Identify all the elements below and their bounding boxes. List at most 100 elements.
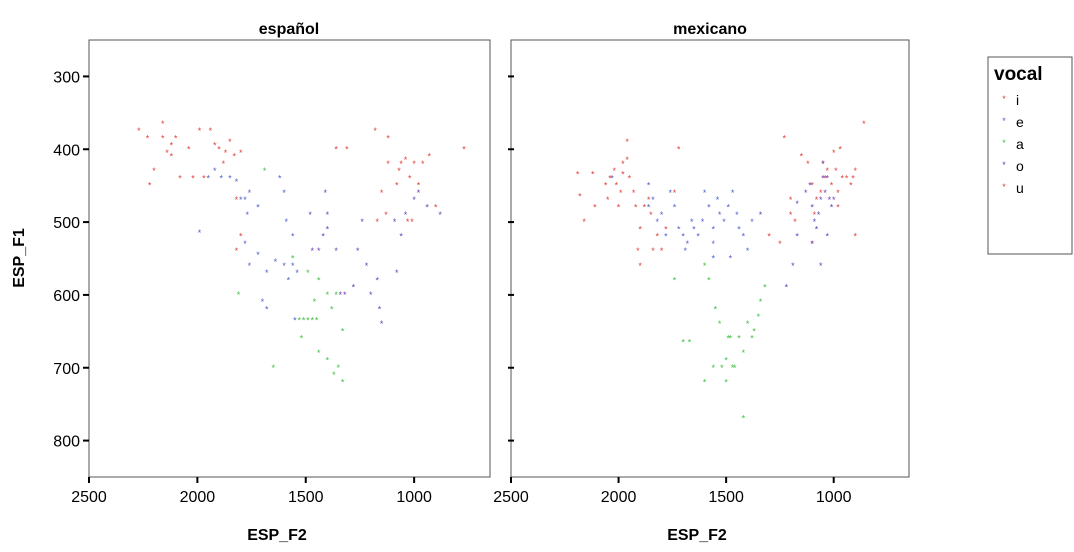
point-a: *	[326, 355, 330, 365]
point-o: *	[412, 195, 416, 205]
point-i: *	[209, 126, 213, 136]
point-i: *	[187, 144, 191, 154]
point-i: *	[853, 166, 857, 176]
point-i: *	[634, 203, 638, 213]
point-o: *	[380, 319, 384, 329]
point-e: *	[248, 261, 252, 271]
point-a: *	[746, 319, 750, 329]
point-a: *	[263, 166, 267, 176]
point-i: *	[399, 159, 403, 169]
point-i: *	[222, 159, 226, 169]
point-i: *	[638, 224, 642, 234]
point-i: *	[593, 203, 597, 213]
point-o: *	[804, 188, 808, 198]
point-i: *	[834, 166, 838, 176]
point-a: *	[237, 290, 241, 300]
point-i: *	[832, 148, 836, 158]
point-e: *	[228, 173, 232, 183]
point-a: *	[714, 304, 718, 314]
point-o: *	[321, 232, 325, 242]
point-o: *	[795, 199, 799, 209]
point-i: *	[582, 217, 586, 227]
point-o: *	[334, 246, 338, 256]
point-a: *	[724, 377, 728, 387]
legend-frame	[987, 56, 1073, 255]
point-i: *	[146, 133, 150, 143]
point-i: *	[170, 152, 174, 162]
x-tick-label: 2000	[601, 489, 637, 506]
point-a: *	[703, 261, 707, 271]
point-i: *	[165, 148, 169, 158]
point-a: *	[315, 315, 319, 325]
point-e: *	[692, 224, 696, 234]
y-tick-label: 600	[53, 288, 80, 305]
point-i: *	[849, 181, 853, 191]
x-tick-label: 2000	[180, 489, 216, 506]
point-e: *	[722, 217, 726, 227]
point-o: *	[417, 188, 421, 198]
point-i: *	[793, 217, 797, 227]
legend-marker-a: *	[1002, 138, 1006, 148]
point-i: *	[621, 159, 625, 169]
point-o: *	[819, 195, 823, 205]
legend-title: vocal	[994, 64, 1043, 85]
point-i: *	[656, 232, 660, 242]
point-o: *	[352, 283, 356, 293]
point-i: *	[838, 144, 842, 154]
point-e: *	[245, 210, 249, 220]
point-i: *	[202, 173, 206, 183]
point-i: *	[636, 246, 640, 256]
point-e: *	[243, 239, 247, 249]
point-o: *	[813, 217, 817, 227]
y-tick-label: 300	[53, 69, 80, 86]
point-a: *	[737, 334, 741, 344]
point-o: *	[308, 210, 312, 220]
point-e: *	[647, 181, 651, 191]
point-i: *	[386, 159, 390, 169]
point-e: *	[718, 210, 722, 220]
point-e: *	[684, 246, 688, 256]
point-a: *	[711, 363, 715, 373]
point-i: *	[767, 232, 771, 242]
point-e: *	[711, 224, 715, 234]
point-e: *	[750, 217, 754, 227]
point-o: *	[785, 283, 789, 293]
points-mexicano: ************** ***************** *********…	[576, 119, 866, 424]
point-a: *	[688, 337, 692, 347]
point-e: *	[284, 217, 288, 227]
point-i: *	[170, 141, 174, 151]
point-e: *	[198, 228, 202, 238]
point-i: *	[830, 181, 834, 191]
point-i: *	[845, 173, 849, 183]
point-i: *	[628, 173, 632, 183]
point-i: *	[345, 144, 349, 154]
point-e: *	[282, 188, 286, 198]
point-i: *	[228, 137, 232, 147]
y-axis-label: ESP_F1	[11, 228, 28, 288]
point-i: *	[619, 188, 623, 198]
point-a: *	[673, 275, 677, 285]
point-i: *	[334, 144, 338, 154]
point-a: *	[757, 312, 761, 322]
point-a: *	[731, 363, 735, 373]
point-o: *	[365, 261, 369, 271]
point-o: *	[311, 246, 315, 256]
y-axis-ticks: 300 400 500 600 700 800	[53, 69, 89, 451]
point-a: *	[291, 254, 295, 264]
point-i: *	[617, 203, 621, 213]
point-i: *	[647, 195, 651, 205]
point-i: *	[825, 166, 829, 176]
x-tick-label: 1500	[708, 489, 744, 506]
point-i: *	[235, 246, 239, 256]
point-i: *	[853, 232, 857, 242]
y-tick-label: 800	[53, 434, 80, 451]
point-o: *	[821, 159, 825, 169]
point-i: *	[397, 166, 401, 176]
point-a: *	[724, 355, 728, 365]
point-i: *	[224, 148, 228, 158]
point-o: *	[830, 203, 834, 213]
x-axis-ticks-espanol: 2500 2000 1500 1000	[71, 477, 432, 506]
point-e: *	[278, 173, 282, 183]
point-i: *	[406, 217, 410, 227]
point-o: *	[808, 181, 812, 191]
